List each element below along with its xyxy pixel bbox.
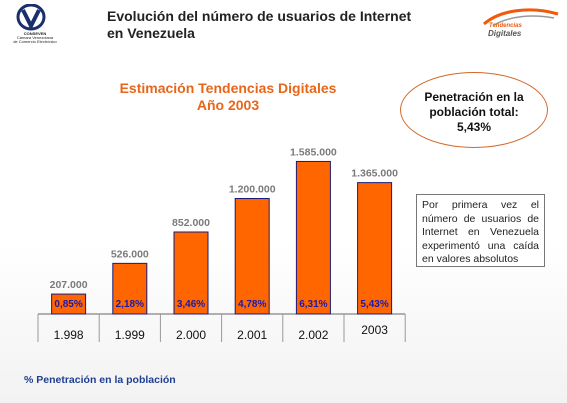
chart-subtitle: Año 2003 <box>196 97 260 113</box>
penetration-label-0: 0,85% <box>54 299 82 310</box>
penetration-callout-label: Penetración en la población total: <box>401 90 547 120</box>
footer-legend: % Penetración en la población <box>24 374 176 386</box>
data-label-1: 526.000 <box>111 248 149 260</box>
penetration-label-1: 2,18% <box>116 299 144 310</box>
category-label-2: 2.000 <box>176 328 206 342</box>
data-label-5: 1.365.000 <box>351 168 398 180</box>
data-label-2: 852.000 <box>172 217 210 229</box>
category-label-4: 2.002 <box>298 328 328 342</box>
conseven-logo: CONSEVEN Cámara Venezolana de Comercio E… <box>6 4 62 44</box>
category-label-1: 1.999 <box>115 328 145 342</box>
bar-2 <box>173 231 209 315</box>
penetration-label-5: 5,43% <box>360 299 388 310</box>
page-title-line2: en Venezuela <box>107 25 195 41</box>
penetration-callout-line2: población total: <box>429 105 519 119</box>
penetration-callout: Penetración en la población total: 5,43% <box>400 72 548 148</box>
bar-5 <box>357 182 393 315</box>
category-label-5: 2003 <box>361 323 388 337</box>
data-label-3: 1.200.000 <box>229 184 276 196</box>
tendencias-digitales-logo: Tendencias Digitales <box>480 6 562 42</box>
penetration-label-4: 6,31% <box>299 299 327 310</box>
page-title: Evolución del número de usuarios de Inte… <box>107 8 411 42</box>
logo-left-line1: CONSEVEN <box>23 31 47 36</box>
logo-left-line3: de Comercio Electrónico <box>13 39 57 44</box>
category-label-0: 1.998 <box>54 328 84 342</box>
logo-left-line2: Cámara Venezolana <box>16 35 54 40</box>
chart-title-line1: Estimación Tendencias Digitales <box>119 80 337 96</box>
penetration-label-2: 3,46% <box>177 299 205 310</box>
bar-3 <box>234 198 270 315</box>
bar-0 <box>51 293 87 315</box>
swoosh-icon <box>483 8 559 26</box>
category-label-3: 2.001 <box>237 328 267 342</box>
penetration-callout-line1: Penetración en la <box>424 90 524 104</box>
penetration-label-3: 4,78% <box>238 299 266 310</box>
data-label-0: 207.000 <box>50 279 88 291</box>
logo-right-line2: Digitales <box>488 29 522 38</box>
bar-1 <box>112 262 148 315</box>
note-box: Por primera vez el número de usuarios de… <box>416 194 545 267</box>
chart-title: Estimación Tendencias Digitales Año 2003 <box>100 80 356 114</box>
data-label-4: 1.585.000 <box>290 146 337 158</box>
page-title-line1: Evolución del número de usuarios de Inte… <box>107 8 412 24</box>
logo-right-line1: Tendencias <box>489 23 522 29</box>
bar-4 <box>295 160 331 315</box>
conseven-v-icon <box>16 4 46 31</box>
penetration-callout-value: 5,43% <box>456 120 492 134</box>
